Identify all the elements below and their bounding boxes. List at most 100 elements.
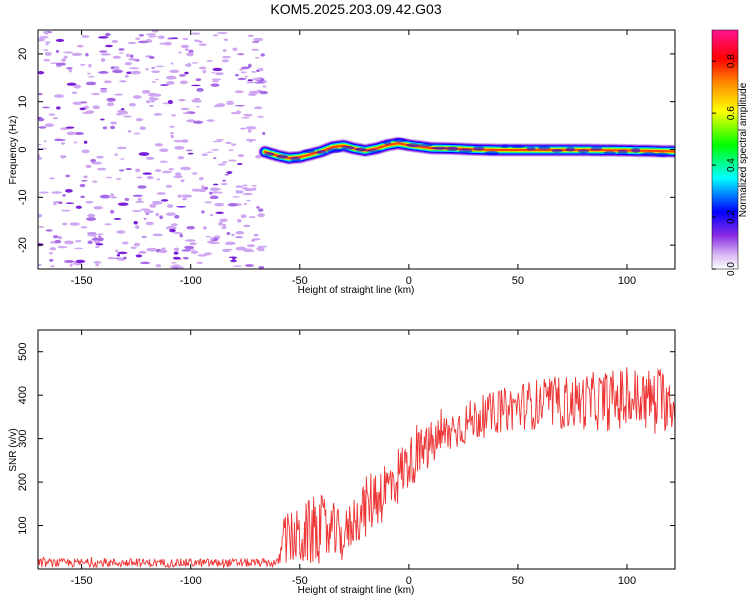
- colorbar-ticks: 0.0 0.2 0.4 0.6 0.8: [712, 54, 737, 276]
- noise-speckle: [62, 222, 68, 226]
- noise-speckle: [119, 80, 127, 83]
- noise-speckle: [197, 254, 208, 257]
- track-blob: [641, 152, 657, 156]
- noise-speckle: [189, 242, 197, 246]
- snr-xlabel: Height of straight line (km): [298, 585, 415, 596]
- y-tick-label: 300: [17, 429, 29, 447]
- noise-speckle: [181, 139, 189, 143]
- noise-speckle: [109, 196, 118, 199]
- noise-speckle: [124, 61, 133, 66]
- noise-speckle: [83, 140, 88, 144]
- noise-speckle: [38, 154, 41, 158]
- colorbar: 0.0 0.2 0.4 0.6 0.8 Normalized spectral ampl…: [711, 29, 749, 276]
- noise-speckle: [174, 214, 180, 219]
- noise-speckle: [63, 51, 74, 54]
- noise-speckle: [181, 249, 191, 252]
- noise-speckle: [158, 249, 168, 254]
- noise-speckle: [241, 187, 249, 190]
- noise-speckle: [38, 226, 45, 228]
- noise-speckle: [182, 112, 191, 115]
- x-tick-label: 50: [512, 575, 524, 587]
- noise-speckle: [221, 226, 227, 229]
- noise-speckle: [104, 223, 112, 226]
- noise-speckle: [125, 53, 130, 58]
- noise-speckle: [117, 251, 128, 255]
- noise-speckle: [256, 206, 260, 209]
- noise-speckle: [135, 118, 144, 122]
- noise-speckle: [262, 85, 267, 88]
- noise-speckle: [259, 90, 268, 95]
- noise-speckle: [213, 105, 221, 108]
- noise-speckle: [180, 179, 185, 183]
- noise-speckle: [38, 93, 43, 96]
- noise-speckle: [93, 205, 103, 210]
- noise-speckle: [72, 101, 83, 106]
- noise-speckle: [57, 236, 62, 240]
- noise-speckle: [214, 202, 225, 207]
- noise-speckle: [248, 216, 256, 219]
- noise-speckle: [262, 131, 266, 136]
- noise-speckle: [257, 213, 265, 218]
- noise-speckle: [148, 55, 155, 59]
- noise-speckle: [119, 52, 124, 54]
- noise-speckle: [87, 213, 96, 218]
- noise-speckle: [205, 151, 213, 154]
- noise-speckle: [146, 175, 154, 180]
- noise-speckle: [222, 249, 231, 253]
- noise-speckle: [163, 41, 172, 46]
- noise-speckle: [115, 249, 119, 253]
- noise-speckle: [90, 158, 96, 163]
- noise-speckle: [173, 251, 179, 255]
- noise-speckle: [232, 47, 238, 52]
- x-tick-label: -50: [292, 575, 308, 587]
- noise-speckle: [133, 132, 141, 135]
- noise-speckle: [57, 245, 68, 249]
- noise-speckle: [246, 199, 251, 202]
- noise-speckle: [98, 36, 109, 39]
- noise-speckle: [233, 265, 242, 267]
- y-tick-label: 500: [17, 343, 29, 361]
- noise-speckle: [152, 201, 159, 203]
- track-blob: [276, 154, 289, 159]
- noise-speckle: [258, 208, 264, 212]
- noise-speckle: [155, 212, 160, 217]
- x-tick-label: -100: [180, 275, 202, 287]
- noise-speckle: [135, 254, 143, 258]
- noise-speckle: [60, 209, 71, 212]
- noise-speckle: [136, 176, 143, 179]
- noise-speckle: [212, 34, 219, 37]
- noise-speckle: [217, 163, 226, 166]
- noise-speckle: [170, 262, 177, 264]
- noise-speckle: [252, 77, 262, 81]
- colorbar-gradient: [711, 29, 739, 270]
- noise-speckle: [196, 87, 204, 92]
- noise-speckle: [52, 235, 59, 239]
- noise-speckle: [168, 167, 174, 171]
- track-blob: [264, 152, 275, 157]
- noise-speckle: [177, 155, 185, 160]
- noise-speckle: [80, 195, 85, 199]
- track-blob: [316, 150, 328, 155]
- noise-speckle: [60, 142, 66, 145]
- noise-speckle: [65, 202, 75, 204]
- noise-speckle: [145, 33, 157, 36]
- noise-speckle: [135, 37, 141, 40]
- noise-speckle: [244, 264, 254, 267]
- noise-speckle: [235, 236, 244, 238]
- noise-speckle: [75, 205, 82, 209]
- noise-speckle: [63, 240, 74, 245]
- noise-speckle: [100, 89, 108, 93]
- noise-speckle: [112, 69, 124, 74]
- noise-speckle: [43, 49, 49, 51]
- noise-speckle: [110, 193, 115, 197]
- noise-speckle: [169, 82, 175, 85]
- noise-speckle: [191, 84, 201, 87]
- noise-speckle: [141, 89, 151, 94]
- snr-marks: [38, 367, 675, 569]
- noise-speckle: [188, 49, 194, 54]
- noise-speckle: [251, 48, 260, 51]
- noise-speckle: [234, 104, 245, 107]
- noise-speckle: [110, 121, 118, 125]
- noise-speckle: [206, 119, 215, 122]
- noise-speckle: [106, 97, 116, 102]
